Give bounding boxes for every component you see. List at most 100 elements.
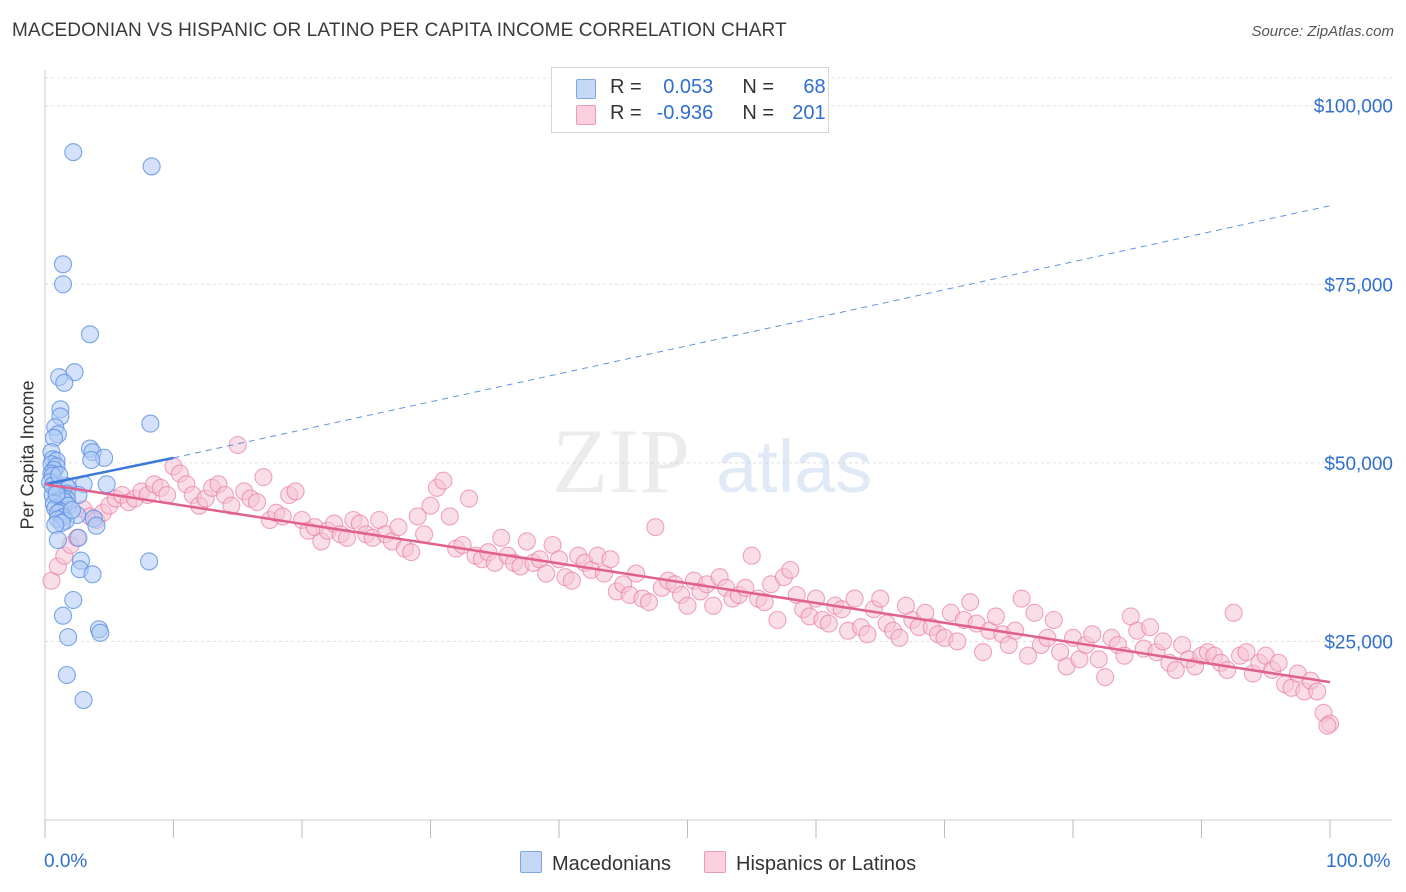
- legend-text-hispanics: R = -0.936 N = 201: [610, 102, 826, 125]
- legend-r-label: R =: [610, 102, 642, 124]
- point-hispanics: [845, 589, 864, 608]
- x-tick-label-max: 100.0%: [1326, 851, 1391, 872]
- point-hispanics: [1083, 625, 1102, 644]
- source-label: Source: ZipAtlas.com: [1251, 23, 1394, 40]
- y-tick-label: $50,000: [1324, 454, 1393, 475]
- point-hispanics: [1025, 603, 1044, 622]
- point-hispanics: [1012, 589, 1031, 608]
- point-hispanics: [286, 482, 305, 501]
- bottom-legend-swatch-pink: [704, 851, 726, 873]
- legend-swatch-blue: [576, 79, 596, 99]
- bottom-legend-swatch-blue: [520, 851, 542, 873]
- point-hispanics: [459, 489, 479, 508]
- y-tick-label: $25,000: [1324, 632, 1393, 653]
- legend-n-label: N =: [742, 102, 775, 124]
- point-hispanics: [1153, 632, 1172, 651]
- point-hispanics: [1096, 668, 1115, 687]
- point-macedonians: [46, 515, 65, 535]
- trend-line-hispanics: [44, 483, 1331, 684]
- point-hispanics: [537, 564, 556, 583]
- y-tick-label: $100,000: [1314, 97, 1393, 118]
- point-macedonians: [140, 552, 159, 571]
- point-macedonians: [53, 275, 73, 294]
- point-hispanics: [646, 518, 665, 537]
- point-macedonians: [74, 690, 93, 710]
- chart-title: MACEDONIAN VS HISPANIC OR LATINO PER CAP…: [12, 20, 787, 41]
- point-macedonians: [141, 414, 160, 433]
- legend-swatch-pink: [576, 105, 596, 125]
- point-hispanics: [1318, 716, 1337, 735]
- point-hispanics: [781, 560, 800, 580]
- series-macedonians-points: [41, 143, 161, 710]
- point-macedonians: [83, 565, 102, 584]
- point-hispanics: [1006, 621, 1025, 640]
- trend-line-macedonians: [44, 456, 174, 486]
- point-hispanics: [434, 471, 453, 490]
- point-hispanics: [337, 528, 357, 547]
- point-macedonians: [53, 255, 73, 274]
- point-hispanics: [986, 607, 1005, 626]
- point-macedonians: [91, 623, 110, 642]
- point-macedonians: [97, 475, 116, 494]
- point-hispanics: [1218, 660, 1237, 680]
- bottom-legend-hispanics: Hispanics or Latinos: [704, 851, 916, 876]
- point-hispanics: [819, 614, 838, 633]
- point-macedonians: [62, 500, 82, 520]
- watermark: ZIP atlas: [552, 410, 872, 512]
- point-hispanics: [858, 625, 877, 644]
- point-macedonians: [87, 516, 106, 535]
- point-macedonians: [59, 628, 78, 647]
- legend-r-value: -0.936: [656, 102, 714, 124]
- bottom-legend-label-macedonians: Macedonians: [552, 853, 671, 875]
- point-hispanics: [961, 593, 980, 612]
- point-hispanics: [254, 468, 273, 487]
- point-macedonians: [64, 590, 83, 610]
- bottom-legend-macedonians: Macedonians: [520, 851, 671, 876]
- point-hispanics: [1308, 682, 1327, 701]
- gridlines: [45, 77, 1392, 642]
- point-hispanics: [492, 528, 511, 547]
- point-hispanics: [601, 550, 620, 569]
- point-macedonians: [47, 485, 66, 504]
- y-tick-label: $75,000: [1324, 275, 1393, 296]
- point-hispanics: [742, 546, 761, 565]
- series-hispanics-points: [42, 435, 1340, 735]
- legend-n-value: 68: [803, 76, 826, 98]
- legend-r-value: 0.053: [663, 76, 714, 98]
- point-macedonians: [64, 143, 83, 162]
- bottom-legend-label-hispanics: Hispanics or Latinos: [736, 853, 917, 875]
- point-hispanics: [1089, 650, 1108, 669]
- point-macedonians: [57, 665, 76, 685]
- point-hispanics: [704, 596, 723, 615]
- point-hispanics: [402, 543, 421, 562]
- point-hispanics: [1224, 603, 1243, 622]
- point-macedonians: [69, 528, 88, 547]
- y-axis-title: Per Capita Income: [17, 380, 38, 530]
- point-hispanics: [562, 571, 581, 590]
- legend-r-label: R =: [610, 76, 642, 98]
- point-hispanics: [768, 610, 787, 630]
- point-hispanics: [228, 435, 247, 455]
- point-macedonians: [82, 450, 101, 470]
- point-hispanics: [247, 493, 267, 512]
- point-hispanics: [948, 632, 967, 651]
- stats-legend: R = 0.053 N = 68 R = -0.936 N = 201: [551, 67, 829, 133]
- legend-n-label: N =: [742, 76, 775, 98]
- point-hispanics: [890, 628, 909, 647]
- legend-text-macedonians: R = 0.053 N = 68: [610, 76, 826, 99]
- point-macedonians: [55, 373, 74, 392]
- point-hispanics: [1141, 618, 1160, 637]
- trend-lines: [44, 205, 1331, 684]
- point-hispanics: [517, 532, 536, 551]
- point-hispanics: [408, 507, 427, 526]
- point-hispanics: [1237, 643, 1256, 662]
- watermark-zip: ZIP: [552, 410, 690, 512]
- legend-n-value: 201: [792, 102, 826, 124]
- point-macedonians: [142, 157, 161, 176]
- point-hispanics: [639, 593, 659, 612]
- point-macedonians: [48, 530, 67, 550]
- point-hispanics: [1018, 646, 1038, 665]
- point-hispanics: [440, 507, 459, 526]
- x-tick-label-min: 0.0%: [44, 851, 88, 872]
